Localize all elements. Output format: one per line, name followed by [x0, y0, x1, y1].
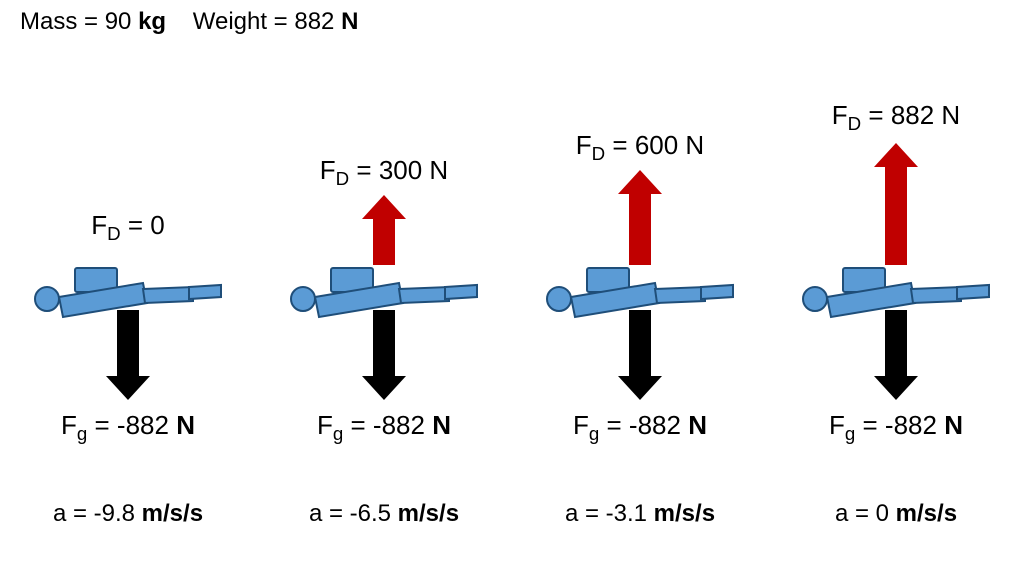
mass-unit: kg: [138, 8, 166, 35]
gravity-force-label: Fg = -882 N: [512, 410, 768, 445]
gravity-force-arrow: [618, 310, 662, 405]
acceleration-label: a = -3.1 m/s/s: [512, 500, 768, 528]
gravity-force-label: Fg = -882 N: [0, 410, 256, 445]
header-text: Mass = 90 kg Weight = 882 N: [20, 8, 358, 36]
gravity-force-label: Fg = -882 N: [768, 410, 1024, 445]
gravity-force-arrow: [106, 310, 150, 405]
gravity-force-label: Fg = -882 N: [256, 410, 512, 445]
drag-force-arrow: [874, 143, 918, 270]
gravity-force-arrow: [362, 310, 406, 405]
panels-row: FD = 0 Fg = -882 Na = -9.8 m/s/sFD = 300…: [0, 80, 1024, 560]
drag-force-label: FD = 882 N: [768, 100, 1024, 135]
panel-3: FD = 600 N Fg = -882 N a = -3.1 m/s/s: [512, 80, 768, 560]
acceleration-label: a = -9.8 m/s/s: [0, 500, 256, 528]
acceleration-label: a = 0 m/s/s: [768, 500, 1024, 528]
panel-4: FD = 882 N Fg = -882 N a = 0 m/s/s: [768, 80, 1024, 560]
panel-2: FD = 300 N Fg = -882 N a = -6.5 m/s/s: [256, 80, 512, 560]
drag-force-label: FD = 0: [0, 210, 256, 245]
mass-label: Mass = 90: [20, 8, 131, 35]
panel-1: FD = 0 Fg = -882 N a = -9.8 m/s/s: [0, 80, 256, 560]
gravity-force-arrow: [874, 310, 918, 405]
drag-force-arrow: [362, 195, 406, 270]
weight-unit: N: [341, 8, 358, 35]
drag-force-label: FD = 600 N: [512, 130, 768, 165]
acceleration-label: a = -6.5 m/s/s: [256, 500, 512, 528]
drag-force-label: FD = 300 N: [256, 155, 512, 190]
drag-force-arrow: [618, 170, 662, 270]
weight-label: Weight = 882: [193, 8, 335, 35]
